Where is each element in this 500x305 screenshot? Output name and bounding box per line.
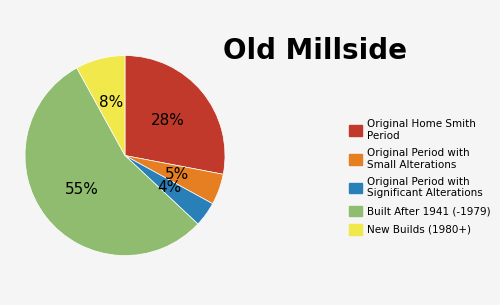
Wedge shape bbox=[77, 56, 125, 156]
Wedge shape bbox=[125, 156, 212, 224]
Wedge shape bbox=[125, 56, 225, 174]
Text: 28%: 28% bbox=[150, 113, 184, 128]
Wedge shape bbox=[25, 68, 198, 256]
Text: 4%: 4% bbox=[158, 180, 182, 196]
Text: 8%: 8% bbox=[99, 95, 124, 110]
Text: 5%: 5% bbox=[164, 167, 189, 182]
Wedge shape bbox=[125, 156, 223, 204]
Text: Old Millside: Old Millside bbox=[223, 37, 407, 65]
Text: 55%: 55% bbox=[64, 182, 98, 197]
Legend: Original Home Smith
Period, Original Period with
Small Alterations, Original Per: Original Home Smith Period, Original Per… bbox=[345, 115, 495, 239]
